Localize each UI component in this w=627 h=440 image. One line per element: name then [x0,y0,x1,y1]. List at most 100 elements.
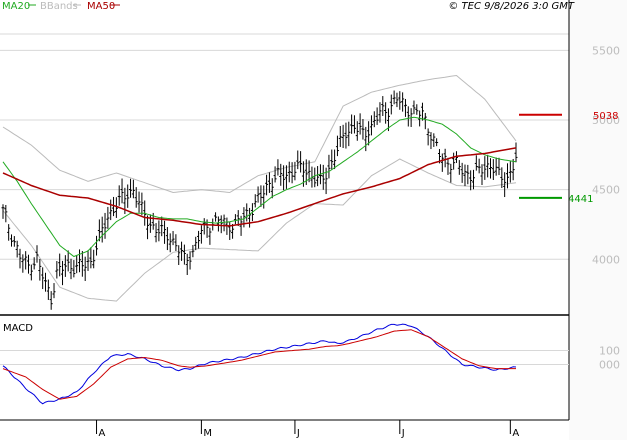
ohlc-bar [293,161,297,181]
macd-title: MACD [3,323,33,334]
ohlc-bar [500,167,504,189]
ohlc-bar [117,185,121,206]
ohlc-bar [24,251,28,270]
ohlc-bar [44,272,48,292]
ohlc-bar [236,210,240,227]
ma50-line [2,147,517,227]
ohlc-bar [335,135,339,157]
ohlc-bar [248,207,252,228]
ohlc-bar [137,191,141,213]
ohlc-bar [134,187,138,208]
ohlc-bar [154,223,158,243]
ohlc-bar [148,214,152,233]
ohlc-bar [508,161,512,183]
ohlc-bar [72,260,76,278]
ohlc-bar [15,240,19,258]
macd-panel [2,323,517,405]
ohlc-bar [21,254,25,273]
ohlc-bar [477,158,481,174]
ohlc-bar [389,94,393,115]
ohlc-bar [126,184,130,208]
ma20-line [2,116,517,258]
ohlc-bar [494,157,498,176]
ohlc-bar [273,166,277,183]
ohlc-bar [395,92,399,108]
ohlc-bar [80,251,84,277]
ohlc-bar [194,236,198,251]
ohlc-bar [146,215,150,240]
ohlc-bar [27,254,31,274]
ohlc-bar [378,102,382,123]
ohlc-bar [415,104,419,115]
ohlc-bar [174,234,178,251]
ohlc-bar [352,115,356,134]
ohlc-bar [86,250,90,271]
ohlc-bar [259,185,263,207]
ohlc-bar [35,245,39,263]
ohlc-bar [52,283,56,299]
ohlc-bar [347,121,351,147]
ohlc-bar [514,142,518,163]
month-label: A [512,428,519,439]
ohlc-bar [66,250,70,272]
ohlc-bar [29,264,33,281]
ohlc-bar [316,166,320,187]
ohlc-bar [129,178,133,198]
ohlc-bar [32,257,36,270]
bband-lower-line [2,158,517,302]
ohlc-bar [429,132,433,150]
bband-upper-line [2,74,517,194]
legend: MA20 BBands MA50 [2,1,120,12]
ohlc-bar [219,215,223,234]
ohlc-bar [369,115,373,136]
ohlc-bar [443,148,447,168]
ohlc-bar [372,111,376,128]
ohlc-bar [18,248,22,269]
ohlc-bar [480,164,484,186]
legend-ma20-label: MA20 [2,1,30,12]
ohlc-bar [114,197,118,218]
ohlc-bar [78,249,82,273]
legend-ma50-label: MA50 [87,1,115,12]
ohlc-bar [313,167,317,188]
ohlc-bar [364,126,368,152]
month-label: M [203,428,212,439]
ohlc-bar [267,172,271,193]
ohlc-bar [497,157,501,176]
ohlc-bar [89,247,93,269]
ohlc-bar [55,261,59,279]
ohlc-bar [491,159,495,180]
ohlc-bar [231,223,235,239]
ohlc-bar [284,165,288,189]
ohlc-bar [12,236,16,247]
ohlc-bar [4,204,8,223]
ohlc-bar [41,267,45,290]
ohlc-bar [100,216,104,243]
ohlc-bar [474,155,478,171]
ohlc-bar [412,100,416,115]
price-ytick-label: 4500 [592,184,620,197]
ohlc-bar [333,149,337,170]
copyright-text: © TEC 9/8/2026 3:0 GMT [448,1,575,12]
ohlc-bar [290,162,294,184]
ohlc-bar [358,113,362,135]
ohlc-bar [330,149,334,170]
ohlc-bar [398,91,402,110]
ohlc-bar [435,138,439,147]
ohlc-bar [344,122,348,149]
ohlc-bar [171,231,175,246]
ohlc-bar [63,255,67,277]
ohlc-bar [338,125,342,147]
ohlc-bar [10,234,14,247]
ohlc-bar [440,153,444,172]
resistance-label: 5038 [593,111,618,122]
ohlc-bar [262,185,266,209]
ohlc-bar [406,106,410,127]
ohlc-bar [469,170,473,191]
ohlc-bar [228,222,232,241]
ohlc-bar [233,214,237,225]
ohlc-bar [282,165,286,191]
